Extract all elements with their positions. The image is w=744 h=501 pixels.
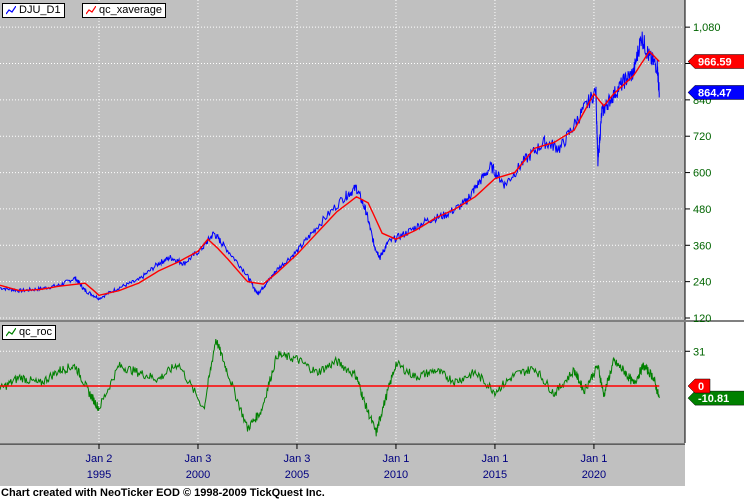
value-tag	[687, 378, 711, 394]
value-tag	[687, 85, 744, 100]
y-tick-label: 120	[693, 313, 711, 325]
legend-roc[interactable]: qc_roc	[2, 325, 57, 340]
x-tick-label: 2010	[384, 469, 408, 481]
legend-dju[interactable]: DJU_D1	[2, 3, 65, 18]
line-chart-icon	[85, 5, 97, 15]
x-tick-label: Jan 2	[86, 453, 113, 465]
value-tag-label: -10.81	[698, 393, 729, 405]
value-tag-label: 966.59	[698, 57, 732, 69]
price-pane	[0, 0, 685, 320]
x-tick-label: Jan 1	[580, 453, 607, 465]
y-tick-label: 360	[693, 240, 711, 252]
legend-dju-label: DJU_D1	[19, 4, 61, 16]
series-line-qc-roc	[0, 339, 660, 437]
value-tag-label: 0	[698, 381, 704, 393]
line-chart-icon	[5, 5, 17, 15]
y-tick-label: 600	[693, 168, 711, 180]
footer-credit: Chart created with NeoTicker EOD © 1998-…	[1, 487, 325, 499]
legend-average-label: qc_xaverage	[99, 4, 162, 16]
x-tick-label: Jan 1	[481, 453, 508, 465]
value-tag	[687, 390, 744, 406]
date-axis-strip	[0, 444, 685, 486]
y-tick-label: 720	[693, 131, 711, 143]
value-tag	[687, 54, 744, 69]
legend-average[interactable]: qc_xaverage	[82, 3, 166, 18]
x-tick-label: 2020	[582, 469, 606, 481]
y-tick-label: 31	[693, 346, 705, 358]
x-tick-label: Jan 3	[185, 453, 212, 465]
legend-roc-label: qc_roc	[19, 326, 53, 338]
x-tick-label: 2000	[186, 469, 210, 481]
y-tick-label: 1,080	[693, 22, 721, 34]
line-chart-icon	[5, 327, 17, 337]
y-tick-label: 240	[693, 277, 711, 289]
series-line-qc-xaverage	[0, 50, 660, 297]
y-tick-label: 480	[693, 204, 711, 216]
x-tick-label: 2005	[285, 469, 309, 481]
x-tick-label: Jan 1	[382, 453, 409, 465]
x-tick-label: 1995	[87, 469, 111, 481]
series-line-dju-d1	[0, 31, 660, 301]
value-tag-label: 864.47	[698, 87, 732, 99]
roc-pane	[0, 322, 685, 443]
x-tick-label: 2015	[483, 469, 507, 481]
x-tick-label: Jan 3	[284, 453, 311, 465]
